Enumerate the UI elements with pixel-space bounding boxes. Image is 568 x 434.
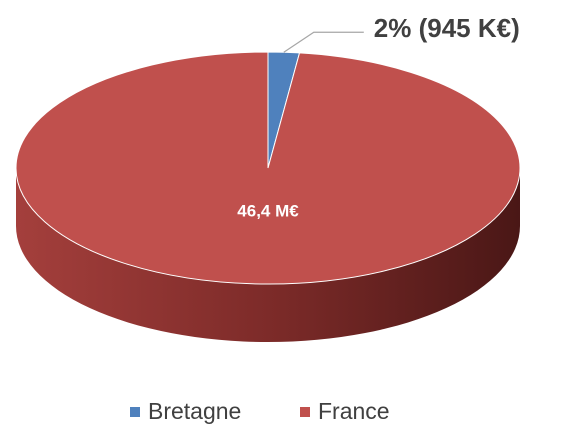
legend-label: Bretagne — [148, 398, 241, 424]
legend-swatch — [130, 407, 140, 417]
legend-label: France — [318, 398, 390, 424]
legend-swatch — [300, 407, 310, 417]
data-label: 2% (945 K€) — [374, 13, 520, 43]
leader-line — [283, 31, 364, 53]
data-label: 46,4 M€ — [237, 201, 299, 220]
pie-slice — [15, 51, 521, 285]
pie-side — [16, 168, 520, 342]
